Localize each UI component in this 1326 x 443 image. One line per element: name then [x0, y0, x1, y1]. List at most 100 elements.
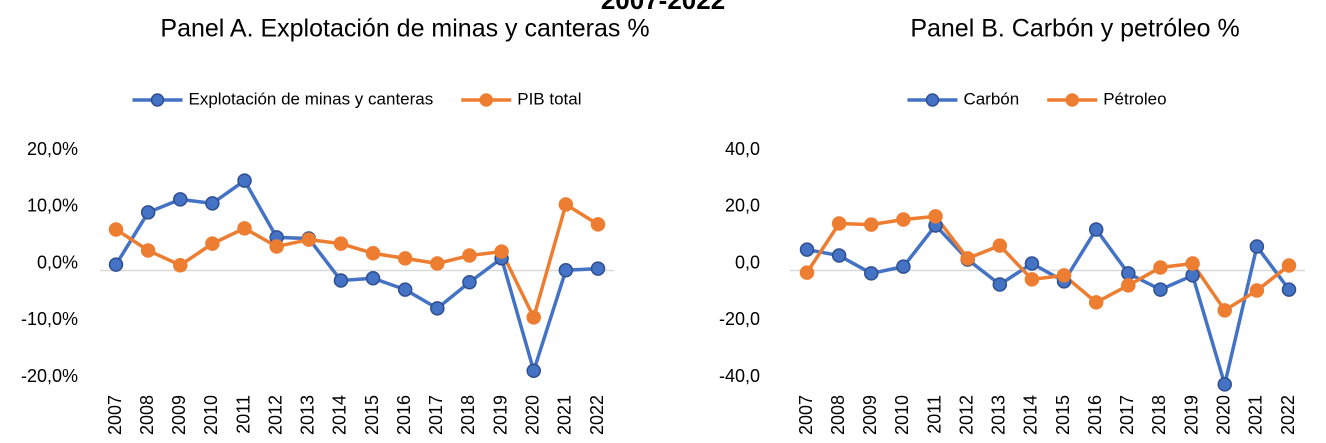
x-tick-label: 2007: [105, 395, 125, 435]
point: [365, 246, 381, 261]
point: [1153, 282, 1168, 297]
x-tick-label: 2015: [1053, 395, 1073, 435]
point: [799, 265, 815, 280]
point: [1185, 256, 1200, 271]
point: [108, 222, 124, 237]
point: [960, 251, 975, 266]
point: [205, 196, 220, 211]
x-tick-label: 2012: [265, 395, 285, 435]
point: [1121, 266, 1136, 281]
x-tick-label: 2021: [555, 395, 575, 435]
x-tick-label: 2020: [1213, 395, 1233, 435]
point: [590, 217, 606, 232]
point: [108, 257, 124, 272]
point: [269, 239, 284, 254]
point: [333, 273, 349, 288]
point: [896, 259, 911, 274]
x-tick-label: 2018: [1149, 395, 1169, 435]
point: [173, 257, 188, 273]
legend-label: Pétroleo: [1103, 89, 1166, 108]
x-tick-label: 2021: [1246, 395, 1266, 435]
x-tick-label: 2010: [892, 395, 912, 435]
point: [397, 282, 413, 297]
point: [301, 232, 317, 247]
x-tick-label: 2017: [1117, 395, 1137, 435]
point: [1024, 272, 1040, 287]
point: [526, 310, 541, 325]
x-tick-label: 2011: [233, 395, 253, 434]
point: [1249, 283, 1265, 298]
point: [1056, 268, 1072, 283]
point: [397, 251, 413, 266]
legend-label: Carbón: [963, 89, 1019, 108]
x-tick-label: 2018: [458, 395, 478, 435]
series-line: [114, 178, 599, 373]
legend-marker: [150, 93, 165, 107]
legend-marker: [1065, 93, 1079, 107]
x-tick-label: 2019: [490, 395, 510, 435]
legend-marker: [479, 93, 493, 107]
point: [992, 238, 1008, 253]
point: [558, 263, 574, 278]
series-line: [115, 202, 599, 320]
y-tick-label: 0,0: [735, 252, 760, 272]
x-tick-label: 2020: [522, 395, 542, 435]
legend-label: Explotación de minas y canteras: [188, 89, 433, 108]
point: [365, 271, 381, 286]
y-tick-label: -20,0: [719, 309, 760, 329]
point: [1121, 278, 1136, 293]
y-tick-label: -20,0%: [21, 366, 78, 386]
x-tick-label: 2007: [796, 395, 816, 435]
point: [590, 261, 606, 276]
legend-label: PIB total: [517, 89, 581, 108]
point: [928, 209, 943, 224]
point: [1088, 295, 1104, 310]
point: [1185, 268, 1200, 283]
y-tick-label: 20,0%: [27, 139, 78, 159]
y-tick-label: 40,0: [725, 139, 760, 159]
point: [494, 244, 509, 259]
x-tick-label: 2014: [1021, 395, 1041, 435]
y-tick-label: -10,0%: [21, 309, 78, 329]
point: [1153, 260, 1168, 275]
point: [864, 266, 879, 281]
x-tick-label: 2017: [426, 395, 446, 435]
point: [462, 274, 477, 290]
x-tick-label: 2014: [330, 395, 350, 435]
series-line: [805, 214, 1291, 313]
y-tick-label: 20,0: [725, 196, 760, 216]
point: [1217, 303, 1232, 318]
panel-title: Panel A. Explotación de minas y canteras…: [160, 15, 649, 43]
legend: Carbón Pétroleo: [907, 89, 1167, 108]
point: [237, 173, 252, 188]
point: [1088, 222, 1104, 237]
point: [205, 236, 220, 251]
point: [333, 236, 349, 251]
point: [1249, 239, 1265, 254]
x-tick-label: 2022: [587, 395, 607, 435]
point: [140, 205, 156, 220]
x-tick-label: 2019: [1181, 395, 1201, 435]
point: [864, 217, 879, 232]
x-tick-label: 2011: [924, 395, 944, 434]
point: [896, 212, 911, 227]
point: [831, 248, 847, 263]
point: [462, 248, 477, 263]
panel-title: Panel B. Carbón y petróleo %: [910, 15, 1239, 43]
y-tick-label: -40,0: [719, 366, 760, 386]
x-tick-label: 2009: [169, 395, 189, 435]
point: [1281, 282, 1297, 297]
x-tick-label: 2013: [298, 395, 318, 435]
point: [173, 192, 188, 207]
x-tick-label: 2022: [1278, 395, 1298, 435]
x-tick-label: 2016: [394, 395, 414, 435]
point: [140, 243, 156, 258]
point: [430, 301, 445, 316]
main-title: 2007-2022: [601, 0, 725, 15]
point: [1024, 256, 1040, 271]
x-tick-label: 2010: [201, 395, 221, 435]
y-tick-label: 10,0%: [27, 196, 78, 216]
x-tick-label: 2008: [137, 395, 157, 435]
point: [430, 256, 445, 271]
